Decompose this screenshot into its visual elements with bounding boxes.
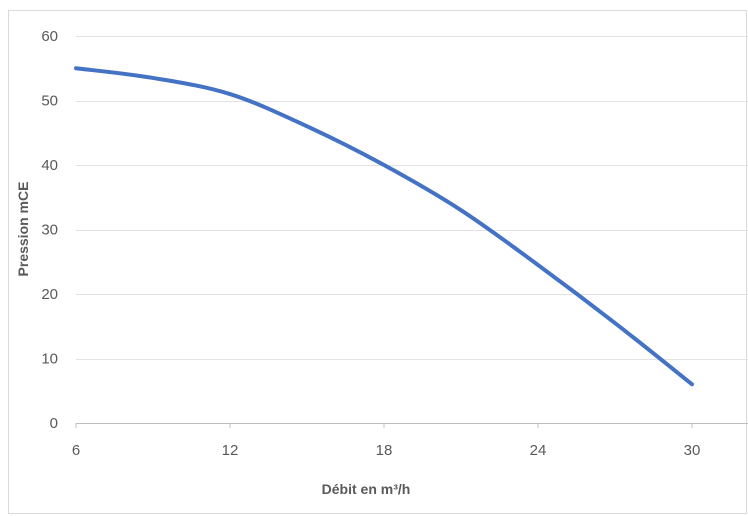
series [74, 66, 694, 387]
y-tick-label: 20 [41, 286, 58, 303]
y-tick-label: 50 [41, 93, 58, 110]
y-tick-label: 30 [41, 222, 58, 239]
chart-border [8, 10, 747, 514]
x-tick-label: 6 [72, 442, 80, 459]
gridlines [76, 36, 748, 424]
x-tick-label: 18 [376, 442, 393, 459]
y-tick-label: 60 [41, 28, 58, 45]
x-tick-label: 24 [530, 442, 547, 459]
axes: 0 10 20 30 40 50 60 6 12 18 24 30 [41, 28, 700, 459]
series-line [74, 66, 694, 387]
y-axis-title: Pression mCE [15, 182, 31, 277]
x-tick-label: 30 [684, 442, 701, 459]
x-tick-label: 12 [222, 442, 239, 459]
y-tick-label: 10 [41, 351, 58, 368]
y-tick-label: 40 [41, 157, 58, 174]
y-tick-label: 0 [50, 415, 58, 432]
x-axis-title: Débit en m³/h [322, 481, 411, 497]
